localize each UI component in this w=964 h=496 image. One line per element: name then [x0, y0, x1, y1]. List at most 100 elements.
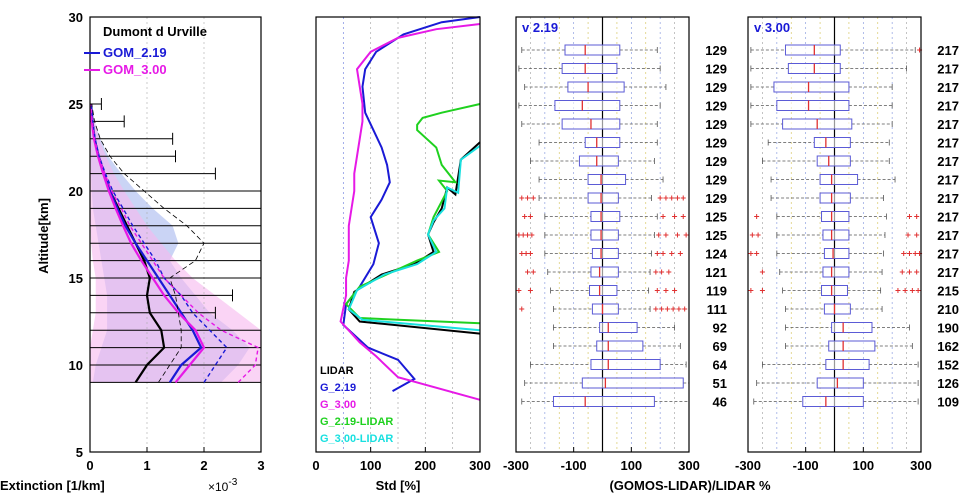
count-label: 64 — [713, 358, 728, 373]
box-row — [516, 285, 678, 296]
count-label: 217 — [937, 154, 959, 169]
std-panel: 0 100 200 300 Std [%] LIDAR G_2.19 G_3.00 G_2.… — [312, 16, 491, 493]
box-row — [750, 81, 893, 93]
box — [567, 81, 625, 93]
box-row — [524, 377, 690, 389]
count-label: 124 — [705, 247, 727, 262]
box — [581, 377, 684, 389]
count-label: 217 — [937, 210, 959, 225]
count-label: 190 — [937, 321, 959, 336]
box-row — [519, 303, 688, 315]
box-row — [538, 137, 658, 148]
box-row — [756, 377, 919, 389]
legend-gom300: GOM_3.00 — [103, 62, 167, 77]
box-row — [753, 396, 919, 407]
x-axis-label: Extinction [1/km] — [0, 478, 105, 493]
plot-frame — [315, 16, 481, 453]
x-tick-label: 100 — [620, 458, 642, 473]
x-tick-label: 0 — [312, 458, 319, 473]
box — [564, 44, 621, 56]
panel-title: v 2.19 — [522, 20, 558, 35]
box — [776, 100, 850, 111]
box-row — [750, 63, 907, 74]
y-axis-label: Altitude[km] — [36, 198, 51, 274]
box — [584, 137, 621, 148]
count-label: 129 — [705, 117, 727, 132]
box-row — [767, 137, 890, 148]
box-row — [530, 155, 655, 167]
box-row — [770, 192, 884, 204]
x-tick-label: -100 — [561, 458, 587, 473]
box — [590, 359, 661, 370]
count-label: 217 — [937, 173, 959, 188]
legend-entry: G_3.00-LIDAR — [320, 433, 393, 445]
boxes — [748, 44, 923, 407]
count-label: 217 — [937, 99, 959, 114]
y-tick-label: 5 — [76, 445, 83, 460]
box-row — [530, 359, 687, 370]
count-label: 51 — [713, 376, 727, 391]
count-label: 217 — [937, 228, 959, 243]
box-row — [519, 248, 683, 259]
x-tick-label: 0 — [86, 458, 93, 473]
box — [599, 322, 638, 333]
box — [802, 396, 864, 407]
x-tick-label: 1 — [143, 458, 150, 473]
y-tick-label: 20 — [69, 184, 83, 199]
box-row — [521, 118, 658, 130]
x-tick-label: -300 — [503, 458, 529, 473]
box — [552, 396, 655, 407]
box — [590, 211, 621, 222]
profile-lines — [89, 103, 259, 384]
box-row — [524, 81, 667, 93]
box — [587, 174, 627, 185]
box-row — [538, 174, 664, 185]
count-label: 129 — [705, 43, 727, 58]
count-label: 152 — [937, 358, 959, 373]
shared-x-axis-label: (GOMOS-LIDAR)/LIDAR % — [609, 478, 770, 493]
count-label: 69 — [713, 339, 727, 354]
x-tick-labels: -300 -100 100 300 — [735, 447, 932, 473]
y-tick-label: 30 — [69, 10, 83, 25]
x-axis-label: Std [%] — [376, 478, 421, 493]
x-tick-label: -300 — [735, 458, 761, 473]
count-label: 125 — [705, 210, 727, 225]
box-row — [518, 100, 661, 111]
box-row — [521, 396, 690, 407]
legend-entry: G_3.00 — [320, 399, 356, 411]
box — [561, 63, 618, 74]
count-label: 217 — [937, 43, 959, 58]
plot-frame — [747, 16, 922, 453]
box-row — [750, 44, 923, 56]
x-tick-label: -100 — [793, 458, 819, 473]
box — [823, 248, 850, 259]
box-row — [759, 266, 920, 278]
plot-frame — [89, 16, 262, 453]
box — [578, 155, 619, 167]
box-row — [750, 118, 893, 130]
box-row — [748, 285, 921, 296]
x-tick-label: 100 — [360, 458, 382, 473]
box — [554, 100, 621, 111]
count-label: 129 — [705, 99, 727, 114]
count-label: 129 — [705, 62, 727, 77]
box-row — [770, 174, 896, 185]
box — [823, 303, 851, 315]
box — [825, 359, 870, 370]
count-label: 217 — [937, 62, 959, 77]
y-tick-label: 10 — [69, 358, 83, 373]
box-row — [521, 44, 658, 56]
box-row — [516, 229, 689, 241]
count-label: 217 — [937, 117, 959, 132]
x-tick-label: 100 — [852, 458, 874, 473]
box — [590, 229, 619, 241]
series-gom-3-00 — [89, 103, 206, 384]
boxes — [516, 44, 690, 407]
box-row — [762, 155, 890, 167]
series-g-3-00-lidar — [347, 144, 481, 332]
plot-frame — [515, 16, 690, 453]
box-row — [785, 340, 913, 352]
count-label: 129 — [705, 136, 727, 151]
count-label: 92 — [713, 321, 727, 336]
box-row — [522, 211, 686, 222]
